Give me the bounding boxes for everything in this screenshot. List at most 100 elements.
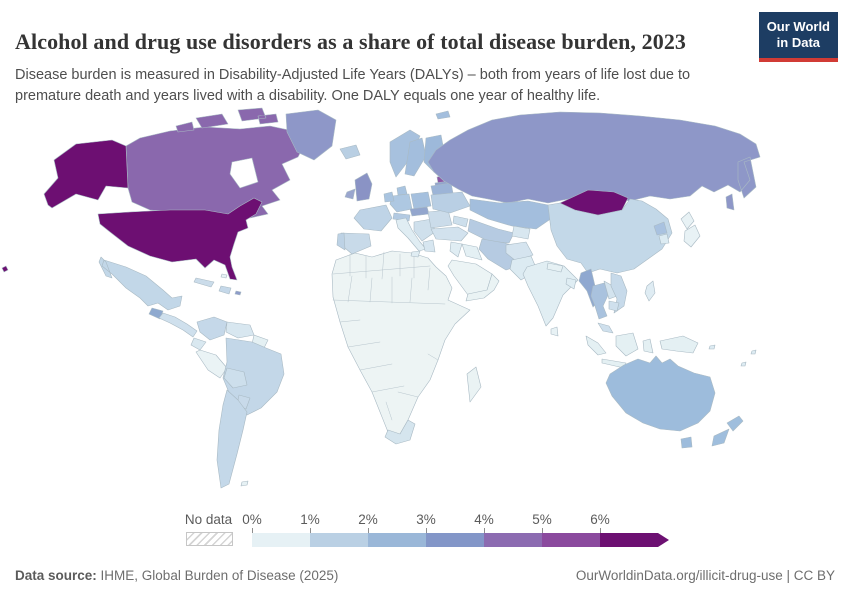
region-bangladesh[interactable] [565, 277, 577, 290]
legend-no-data[interactable]: No data [184, 512, 233, 546]
region-kyrgyzstan-tajikistan[interactable] [511, 225, 531, 240]
region-puerto-rico[interactable] [234, 290, 242, 296]
legend-segment[interactable] [310, 533, 368, 547]
world-map [0, 102, 850, 506]
region-argentina-chile[interactable] [216, 389, 248, 489]
region-south-korea[interactable] [658, 233, 670, 245]
no-data-label: No data [184, 512, 233, 527]
region-greece[interactable] [422, 239, 436, 253]
region-caucasus[interactable] [452, 215, 469, 228]
region-greenland[interactable] [285, 109, 337, 161]
legend-segment[interactable] [252, 533, 310, 547]
region-sweden[interactable] [404, 137, 427, 177]
legend-tick [310, 528, 311, 533]
region-ireland[interactable] [344, 188, 356, 200]
region-pacific-islands[interactable] [708, 344, 757, 367]
no-data-swatch[interactable] [186, 532, 233, 546]
legend-segment[interactable] [600, 533, 669, 547]
region-nepal[interactable] [546, 262, 564, 273]
region-colombia[interactable] [196, 316, 228, 341]
legend-tick-label: 2% [358, 512, 378, 527]
region-mexico[interactable] [98, 256, 183, 311]
owid-logo-line2: in Data [776, 35, 821, 51]
region-vietnam[interactable] [610, 272, 628, 314]
region-united-states[interactable] [97, 197, 263, 281]
owid-logo-line1: Our World [766, 19, 830, 34]
legend-tick [542, 528, 543, 533]
region-hawaii[interactable] [1, 265, 9, 273]
region-levant[interactable] [449, 241, 463, 258]
region-balkans[interactable] [413, 218, 436, 242]
region-india[interactable] [522, 260, 579, 327]
region-north-korea[interactable] [653, 221, 668, 236]
region-alaska[interactable] [43, 139, 129, 209]
region-cuba[interactable] [193, 277, 215, 288]
region-australia[interactable] [605, 355, 716, 432]
legend-tick-label: 4% [474, 512, 494, 527]
legend-segment[interactable] [542, 533, 600, 547]
legend-tick-label: 0% [242, 512, 262, 527]
legend-labels: 0% 1% 2% 3% 4% 5% 6% [242, 512, 672, 528]
region-venezuela[interactable] [225, 321, 255, 339]
region-japan[interactable] [680, 211, 701, 248]
legend-tick-label: 3% [416, 512, 436, 527]
region-iceland[interactable] [339, 144, 361, 160]
legend-tick-label: 6% [590, 512, 610, 527]
page-title: Alcohol and drug use disorders as a shar… [15, 28, 687, 54]
legend-tick [600, 528, 601, 533]
region-philippines[interactable] [644, 280, 656, 302]
region-mongolia[interactable] [559, 189, 629, 216]
region-germany[interactable] [389, 193, 413, 213]
legend-bar [252, 528, 669, 547]
region-falkland-islands[interactable] [240, 480, 249, 487]
region-saudi-arabia[interactable] [447, 259, 493, 296]
region-denmark[interactable] [396, 185, 408, 196]
region-portugal[interactable] [336, 232, 346, 251]
region-iraq[interactable] [461, 243, 483, 261]
region-africa[interactable] [331, 250, 471, 435]
region-kazakhstan[interactable] [469, 198, 553, 230]
region-bahamas[interactable] [220, 273, 228, 279]
region-central-america[interactable] [158, 312, 198, 338]
region-south-africa[interactable] [384, 419, 416, 445]
region-canada[interactable] [125, 125, 307, 219]
region-benelux[interactable] [383, 191, 395, 203]
region-poland[interactable] [410, 191, 432, 210]
region-turkey[interactable] [430, 226, 469, 242]
region-czechia-slovakia[interactable] [409, 206, 430, 217]
region-bolivia[interactable] [223, 367, 248, 389]
footer-link[interactable]: OurWorldinData.org/illicit-drug-use | CC… [575, 568, 835, 583]
legend-tick [252, 528, 253, 533]
data-source-value: IHME, Global Burden of Disease (2025) [100, 568, 339, 583]
region-new-zealand[interactable] [711, 415, 744, 447]
legend-segment[interactable] [368, 533, 426, 547]
region-cambodia[interactable] [608, 300, 620, 312]
region-new-guinea[interactable] [659, 335, 699, 354]
region-yemen-oman[interactable] [465, 273, 500, 302]
legend-segment[interactable] [426, 533, 484, 547]
region-tasmania[interactable] [680, 436, 693, 449]
legend-segment[interactable] [484, 533, 542, 547]
legend-tick-label: 1% [300, 512, 320, 527]
owid-logo[interactable]: Our World in Data [758, 12, 838, 62]
region-madagascar[interactable] [466, 366, 482, 403]
region-russia[interactable] [427, 111, 761, 211]
region-ecuador[interactable] [190, 337, 207, 351]
africa-internal-borders [332, 251, 446, 421]
region-canada-arctic-islands[interactable] [175, 107, 279, 133]
region-peru[interactable] [195, 349, 228, 379]
region-brazil[interactable] [222, 337, 285, 416]
region-malaysia[interactable] [597, 322, 614, 334]
region-uzbekistan-turkmenistan[interactable] [467, 218, 515, 244]
region-hispaniola[interactable] [218, 285, 232, 295]
chart-subtitle: Disease burden is measured in Disability… [15, 66, 691, 104]
legend-tick [484, 528, 485, 533]
legend-tick [368, 528, 369, 533]
region-ukraine[interactable] [430, 191, 471, 214]
region-united-kingdom[interactable] [354, 172, 373, 202]
region-sri-lanka[interactable] [550, 326, 559, 337]
region-france[interactable] [353, 204, 393, 232]
region-svalbard[interactable] [435, 110, 451, 120]
region-guatemala[interactable] [148, 307, 164, 320]
